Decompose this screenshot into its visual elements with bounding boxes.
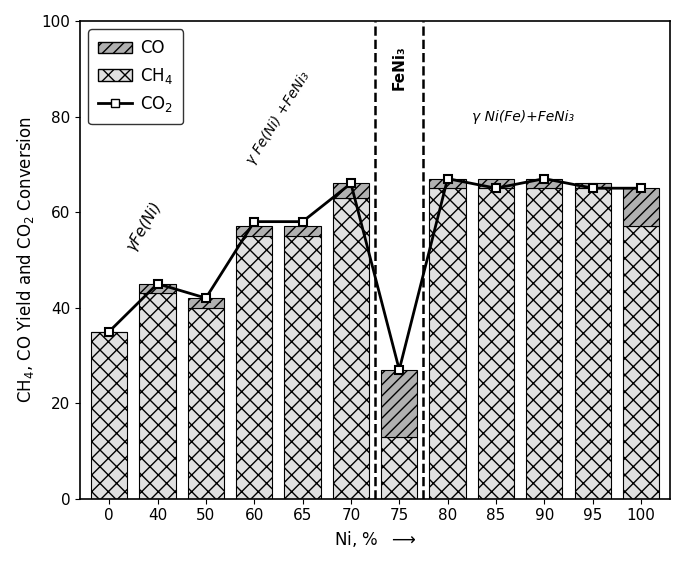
Text: γFe(Ni): γFe(Ni) [124,199,164,253]
Bar [333,198,369,499]
Bar [478,188,514,499]
X-axis label: Ni, %  $\longrightarrow$: Ni, % $\longrightarrow$ [334,529,416,549]
Bar [91,332,127,499]
Bar [575,188,611,499]
Bar [623,226,659,499]
Bar [236,236,273,499]
Bar [429,188,466,499]
Bar [188,298,224,307]
Bar [623,188,659,226]
Bar [526,179,562,188]
Bar [381,370,417,437]
Legend: CO, CH$_4$, CO$_2$: CO, CH$_4$, CO$_2$ [88,29,184,124]
Bar [188,307,224,499]
Y-axis label: CH$_4$, CO Yield and CO$_2$ Conversion: CH$_4$, CO Yield and CO$_2$ Conversion [15,117,36,403]
Text: FeNi₃: FeNi₃ [392,45,407,90]
Bar [526,188,562,499]
Bar [381,437,417,499]
Bar [284,226,321,236]
Text: γ Fe(Ni) +FeNi₃: γ Fe(Ni) +FeNi₃ [245,69,313,168]
Bar [478,179,514,188]
Bar [284,236,321,499]
Bar [429,179,466,188]
Bar [575,183,611,188]
Bar [333,183,369,198]
Bar [236,226,273,236]
Text: γ Ni(Fe)+FeNi₃: γ Ni(Fe)+FeNi₃ [472,111,574,124]
Bar [139,284,175,293]
Bar [139,293,175,499]
